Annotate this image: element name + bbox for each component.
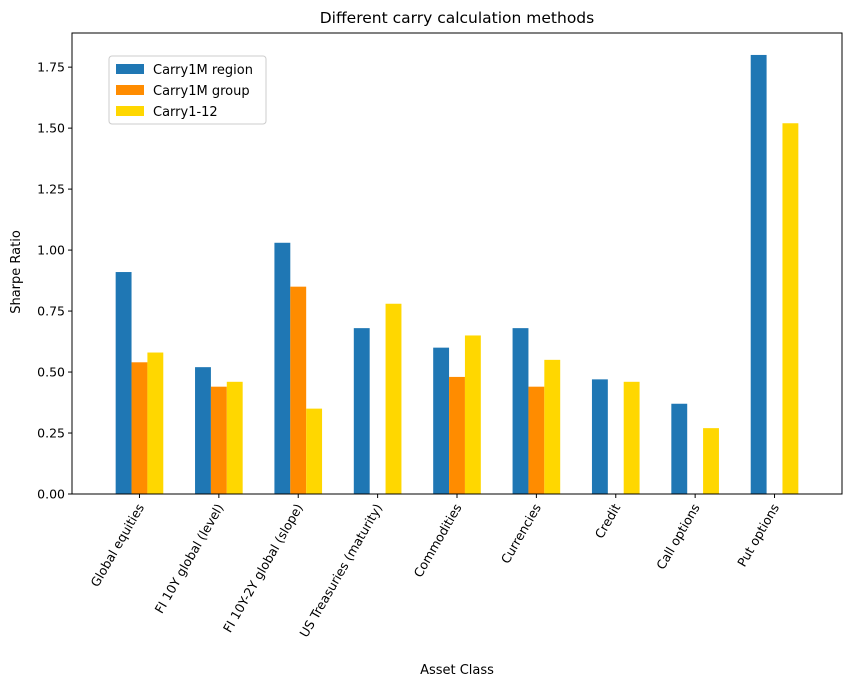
x-tick-label: Credit [592,501,624,541]
bar-carry1-12-3 [385,303,402,494]
bar-carry1m-group-2 [290,286,307,494]
bar-carry1m-group-1 [210,386,227,494]
legend-swatch [116,64,144,74]
bar-carry1-12-8 [782,123,799,494]
x-tick-label: Call options [653,501,703,572]
legend-box [108,55,267,125]
x-tick-label: Currencies [498,501,544,566]
x-tick-label: Global equities [87,501,147,589]
bar-carry1m-region-1 [195,367,211,494]
bar-carry1m-region-8 [750,54,767,494]
bar-carry1-12-4 [464,335,481,494]
y-tick-label: 0.00 [37,487,65,502]
legend-swatch [116,106,144,116]
legend-label: Carry1M region [153,63,253,78]
y-tick-label: 1.75 [37,60,65,75]
bar-carry1-12-6 [623,381,640,494]
bar-carry1m-region-7 [671,403,688,494]
x-tick-label: Put options [734,501,782,569]
bar-carry1m-region-5 [512,328,529,494]
bar-carry1m-group-5 [528,386,545,494]
bar-carry1m-region-2 [274,242,291,494]
legend-swatch [116,85,144,95]
chart-title: Different carry calculation methods [320,9,594,27]
bar-carry1m-region-3 [353,328,370,494]
legend-label: Carry1M group [153,84,250,99]
legend-label: Carry1-12 [153,105,218,120]
bar-carry1-12-7 [703,428,719,494]
y-tick-label: 0.25 [37,426,65,441]
legend: Carry1M region Carry1M group Carry1-12 [108,55,267,125]
bar-carry1-12-2 [306,408,323,494]
bar-carry1m-group-0 [131,362,148,494]
x-tick-label: US Treasuries (maturity) [296,501,385,640]
bar-carry1m-group-4 [449,376,465,494]
y-tick-label: 1.25 [37,182,65,197]
y-tick-label: 1.50 [37,121,65,136]
bar-carry1m-region-4 [433,347,450,494]
x-tick-label: Commodities [410,501,464,580]
bar-carry1-12-5 [544,359,561,494]
bar-carry1-12-1 [226,381,243,494]
y-tick-label: 0.50 [37,365,65,380]
bar-carry1m-region-0 [115,272,132,494]
bar-carry1m-region-6 [591,379,608,494]
y-tick-label: 1.00 [37,243,65,258]
y-tick-label: 0.75 [37,304,65,319]
x-tick-label: FI 10Y-2Y global (slope) [220,501,306,635]
x-axis-label: Asset Class [420,663,494,678]
bar-carry1-12-0 [147,352,164,494]
x-tick-label: FI 10Y global (level) [151,501,226,616]
y-axis-label: Sharpe Ratio [9,230,24,314]
